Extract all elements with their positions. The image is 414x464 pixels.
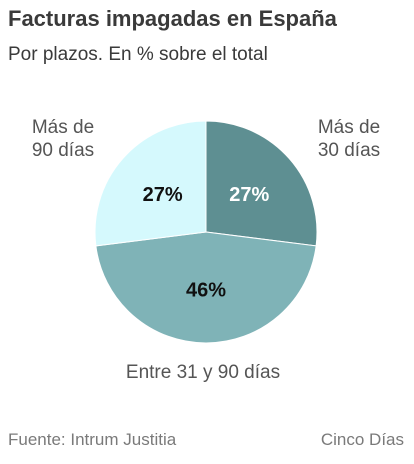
chart-title: Facturas impagadas en España <box>8 6 337 31</box>
slice-category-label-1: Más de 30 días <box>318 117 380 161</box>
slice-value-label-1: 27% <box>229 184 269 206</box>
source-note: Fuente: Intrum Justitia <box>8 430 177 449</box>
pie-slice-2 <box>95 231 317 344</box>
slice-value-label-3: 27% <box>143 184 183 206</box>
slice-value-label-2: 46% <box>186 280 226 302</box>
publisher-brand: Cinco Días <box>320 430 404 449</box>
pie-slice-1 <box>205 120 318 247</box>
slice-category-label-2: Entre 31 y 90 días <box>126 362 280 383</box>
pie-slice-3 <box>94 120 207 247</box>
chart-subtitle: Por plazos. En % sobre el total <box>8 44 268 65</box>
slice-category-label-3: Más de 90 días <box>32 117 94 161</box>
